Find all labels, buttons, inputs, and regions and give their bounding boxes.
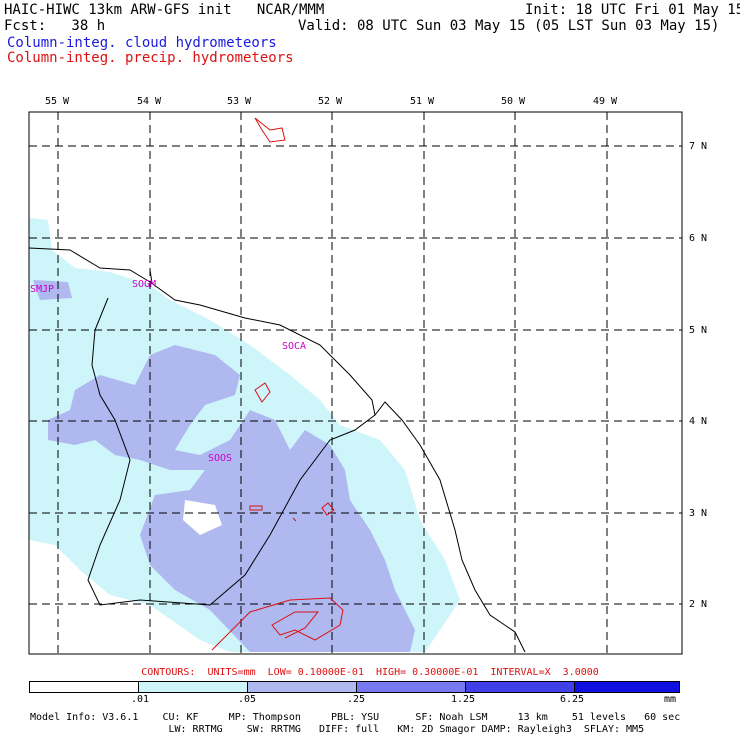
latlon-grid (29, 112, 682, 654)
lat-label-2n: 2 N (689, 599, 708, 610)
colorbar-bin-0 (29, 681, 139, 693)
colorbar-bin-4 (465, 681, 575, 693)
colorbar-bin-1 (138, 681, 248, 693)
contours-info: CONTOURS: UNITS=mm LOW= 0.10000E-01 HIGH… (141, 667, 599, 678)
lon-label-53w: 53 W (227, 96, 252, 107)
station-soca: SOCA (282, 341, 307, 352)
colorbar-tick-1: .05 (238, 694, 257, 705)
lon-label-50w: 50 W (501, 96, 526, 107)
colorbar-tick-3: 1.25 (451, 694, 476, 705)
lon-label-55w: 55 W (45, 96, 70, 107)
colorbar-units: mm (664, 694, 677, 705)
colorbar-bin-5 (574, 681, 680, 693)
map-frame (28, 111, 683, 655)
lat-label-3n: 3 N (689, 508, 708, 519)
field-precip-label: Column-integ. precip. hydrometeors (7, 50, 294, 66)
lat-label-7n: 7 N (689, 141, 708, 152)
lon-label-51w: 51 W (410, 96, 435, 107)
coastline (28, 247, 526, 653)
colorbar-tick-0: .01 (131, 694, 150, 705)
lon-label-54w: 54 W (137, 96, 162, 107)
colorbar-bin-2 (247, 681, 357, 693)
cloud-area-mid-nw (33, 280, 72, 300)
model-title: HAIC-HIWC 13km ARW-GFS init NCAR/MMM (4, 2, 325, 18)
station-smjp: SMJP (30, 284, 55, 295)
cloud-gap (183, 500, 222, 535)
precip-contours (211, 117, 344, 651)
station-sogm: SOGM (132, 279, 157, 290)
lat-label-6n: 6 N (689, 233, 708, 244)
model-info-line1: Model Info: V3.6.1 CU: KF MP: Thompson P… (30, 712, 681, 723)
init-time: Init: 18 UTC Fri 01 May 15 (525, 2, 740, 18)
lon-label-49w: 49 W (593, 96, 618, 107)
station-soos: SOOS (208, 453, 233, 464)
colorbar-bin-3 (356, 681, 466, 693)
lon-label-52w: 52 W (318, 96, 343, 107)
valid-time: Valid: 08 UTC Sun 03 May 15 (05 LST Sun … (298, 18, 720, 34)
colorbar-tick-2: .25 (347, 694, 366, 705)
forecast-hour: Fcst: 38 h (4, 18, 106, 34)
colorbar-tick-4: 6.25 (560, 694, 585, 705)
field-cloud-label: Column-integ. cloud hydrometeors (7, 35, 277, 51)
lat-label-4n: 4 N (689, 416, 708, 427)
model-info-line2: LW: RRTMG SW: RRTMG DIFF: full KM: 2D Sm… (30, 724, 645, 735)
cloud-area-mid-center (210, 470, 320, 575)
lat-label-5n: 5 N (689, 325, 708, 336)
